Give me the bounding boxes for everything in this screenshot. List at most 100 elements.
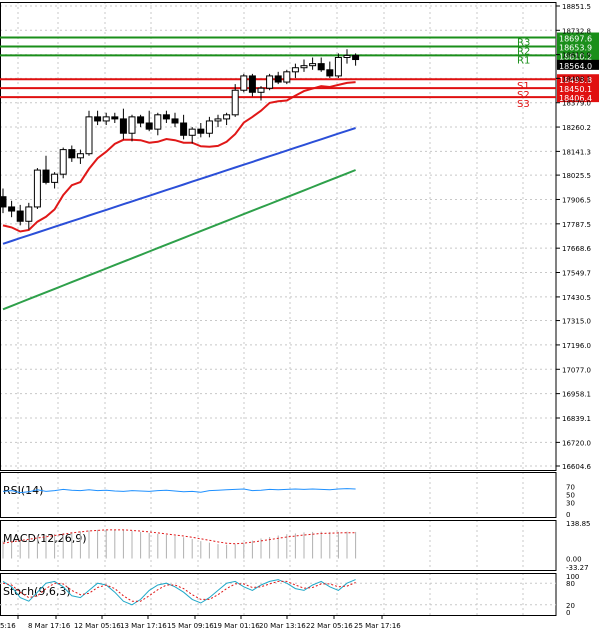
- candle-bull: [223, 114, 231, 120]
- macd-signal-line: [2, 529, 356, 545]
- candle-bear: [180, 122, 188, 136]
- current-price-tag: [557, 59, 599, 70]
- rsi-tick-label: 30: [566, 499, 575, 507]
- price-tick-label: 18498.1: [562, 75, 591, 83]
- price-tick-label: 17196.0: [562, 342, 591, 350]
- time-tick-label: 19 Mar 01:16: [213, 622, 260, 630]
- pivot-tag-text-s3: 18406.4: [559, 94, 592, 103]
- price-tick-label: 18851.5: [562, 3, 591, 11]
- time-tick-label: 15 Mar 09:16: [167, 622, 214, 630]
- time-tick-label: 20 Mar 13:16: [259, 622, 306, 630]
- pivot-tag-r1: [557, 50, 599, 61]
- pivot-tag-r2: [557, 41, 599, 52]
- candle-bull: [300, 65, 308, 69]
- candle-bear: [0, 196, 7, 208]
- pivot-label-r2: R2: [517, 46, 530, 57]
- rsi-frame: [0, 472, 557, 518]
- candle-bull: [128, 116, 136, 134]
- rsi-label: RSI(14): [3, 484, 43, 497]
- price-tick-label: 18379.0: [562, 100, 591, 108]
- price-tick-label: 18613.9: [562, 52, 591, 60]
- price-tick-label: 18025.5: [562, 172, 591, 180]
- candle-bear: [111, 116, 119, 120]
- candle-bull: [343, 54, 351, 58]
- candle-bull: [266, 75, 274, 89]
- candle-bull: [214, 118, 222, 122]
- candle-bull: [25, 206, 33, 222]
- price-tick-label: 18260.2: [562, 124, 591, 132]
- time-tick-label: 8 Mar 17:16: [28, 622, 71, 630]
- candle-bull: [76, 153, 84, 159]
- candle-bull: [231, 89, 239, 116]
- candle-bear: [248, 75, 256, 93]
- candle-bull: [85, 116, 93, 155]
- price-tick-label: 16720.0: [562, 439, 591, 447]
- candle-bear: [16, 210, 24, 222]
- pivot-label-r3: R3: [517, 38, 530, 49]
- candle-bear: [352, 54, 360, 61]
- main-frame: [0, 2, 557, 471]
- pivot-tag-s3: [557, 92, 599, 103]
- candle-bear: [326, 69, 334, 77]
- macd-tick-label: 0.00: [566, 555, 582, 563]
- pivot-label-s3: S3: [517, 99, 530, 110]
- candle-bear: [94, 116, 102, 122]
- candle-bear: [8, 206, 16, 212]
- ma-slow-line: [2, 169, 356, 311]
- macd-label: MACD(12,26,9): [3, 532, 87, 545]
- pivot-tag-text-s1: 18493.8: [559, 76, 592, 85]
- candle-bear: [171, 118, 179, 124]
- price-tick-label: 16604.6: [562, 463, 591, 471]
- price-tick-label: 18732.8: [562, 27, 591, 35]
- candle-bull: [309, 63, 317, 67]
- candle-bull: [240, 75, 248, 91]
- stoch-frame: [0, 573, 557, 616]
- price-tick-label: 18141.3: [562, 148, 591, 156]
- candle-bull: [59, 149, 67, 175]
- candle-bull: [257, 87, 265, 93]
- price-tick-label: 16839.1: [562, 415, 591, 423]
- pivot-tag-s1: [557, 74, 599, 85]
- moving-averages: [2, 81, 356, 311]
- candle-bear: [274, 75, 282, 83]
- price-tick-label: 17668.6: [562, 245, 591, 253]
- pivot-tag-text-r3: 18697.6: [559, 35, 592, 44]
- stoch-signal-line: [2, 580, 356, 602]
- macd-tick-label: -33.27: [566, 564, 589, 572]
- rsi-tick-label: 0: [566, 511, 570, 519]
- candle-bull: [188, 128, 196, 136]
- candle-bull: [291, 67, 299, 73]
- price-tick-label: 17787.5: [562, 221, 591, 229]
- time-tick-label: 25 Mar 17:16: [354, 622, 401, 630]
- ma-mid-line: [2, 127, 356, 245]
- current-price-text: 18564.0: [559, 62, 592, 71]
- candle-bull: [283, 71, 291, 83]
- price-tick-label: 17315.0: [562, 318, 591, 326]
- candle-bull: [102, 116, 110, 122]
- candle-bear: [119, 118, 127, 134]
- price-tick-label: 17549.7: [562, 270, 591, 278]
- candle-bear: [162, 114, 170, 120]
- candle-bull: [51, 173, 59, 183]
- pivot-tag-text-s2: 18450.1: [559, 85, 592, 94]
- candle-bull: [334, 56, 342, 77]
- price-tick-label: 17077.0: [562, 366, 591, 374]
- candle-bull: [154, 114, 162, 130]
- candle-bear: [145, 122, 153, 130]
- macd-tick-label: 138.85: [566, 520, 591, 528]
- grid-layer: [0, 2, 557, 616]
- time-tick-label: 13 Mar 17:16: [120, 622, 167, 630]
- stoch-tick-label: 0: [566, 609, 570, 617]
- rsi-tick-label: 70: [566, 484, 575, 492]
- time-tick-label: 5:16: [0, 622, 16, 630]
- stoch-label: Stoch(9,6,3): [3, 585, 71, 598]
- pivot-tag-text-r2: 18653.9: [559, 43, 592, 52]
- candle-bear: [68, 149, 76, 159]
- pivot-tag-r3: [557, 32, 599, 43]
- stoch-tick-label: 80: [566, 580, 575, 588]
- candle-bull: [205, 120, 213, 134]
